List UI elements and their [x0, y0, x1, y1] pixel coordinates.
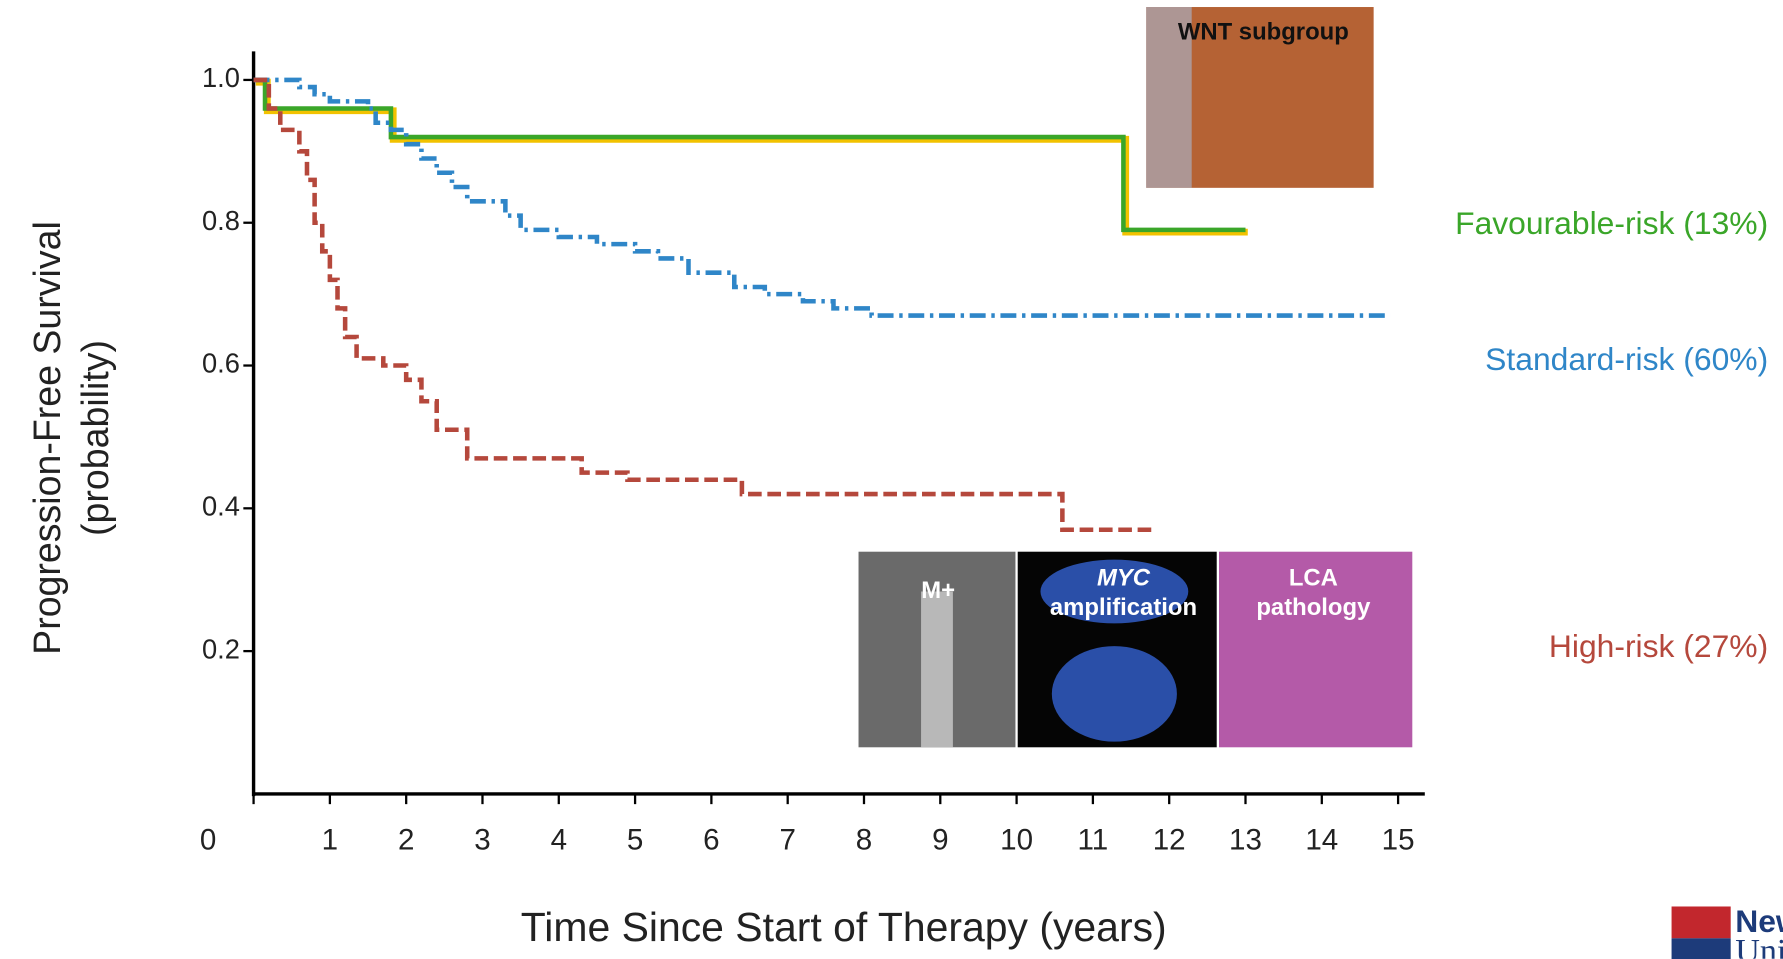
y-axis-title: Progression-Free Survival(probability): [26, 221, 116, 655]
series-label: Favourable-risk (13%): [1455, 205, 1768, 241]
panel-label: amplification: [1050, 594, 1197, 621]
panel-label: M+: [921, 577, 955, 604]
series-label: High-risk (27%): [1549, 628, 1768, 664]
y-tick-label: 1.0: [202, 62, 240, 93]
mri-spine: [921, 592, 953, 748]
y-tick-label: 0.8: [202, 205, 240, 236]
logo-text: University: [1735, 933, 1783, 959]
y-tick-label: 0.4: [202, 491, 240, 522]
panel-label: pathology: [1256, 594, 1371, 621]
chart: 0.20.40.61.00.80123456789101112131415Pro…: [0, 0, 1783, 959]
x-tick-label: 8: [856, 823, 872, 856]
panel-label: MYC: [1097, 564, 1151, 591]
survival-curve: [254, 80, 1154, 530]
x-tick-label: 0: [200, 823, 216, 856]
x-tick-label: 7: [779, 823, 795, 856]
x-tick-label: 5: [627, 823, 643, 856]
logo-shield: [1672, 938, 1731, 959]
fish-nucleus: [1052, 646, 1177, 742]
series-label: Standard-risk (60%): [1485, 341, 1768, 377]
x-tick-label: 2: [398, 823, 414, 856]
y-tick-label: 0.2: [202, 633, 240, 664]
x-tick-label: 3: [474, 823, 490, 856]
panel-label: WNT subgroup: [1178, 18, 1349, 45]
x-tick-label: 11: [1078, 823, 1109, 856]
y-tick-label: 0.6: [202, 348, 240, 379]
x-tick-label: 6: [703, 823, 719, 856]
logo-shield: [1672, 906, 1731, 938]
x-tick-label: 14: [1305, 823, 1338, 856]
panel-label: LCA: [1289, 564, 1338, 591]
x-tick-label: 10: [1000, 823, 1033, 856]
series-glow: [256, 82, 1248, 232]
x-tick-label: 4: [551, 823, 567, 856]
x-tick-label: 9: [932, 823, 948, 856]
survival-curve: [254, 80, 1246, 230]
x-tick-label: 12: [1153, 823, 1186, 856]
x-tick-label: 15: [1382, 823, 1415, 856]
y-axis-title-line: Progression-Free Survival: [26, 221, 68, 655]
y-axis-title-line: (probability): [74, 340, 116, 536]
x-tick-label: 1: [322, 823, 338, 856]
x-tick-label: 13: [1229, 823, 1262, 856]
x-axis-title: Time Since Start of Therapy (years): [521, 904, 1167, 950]
